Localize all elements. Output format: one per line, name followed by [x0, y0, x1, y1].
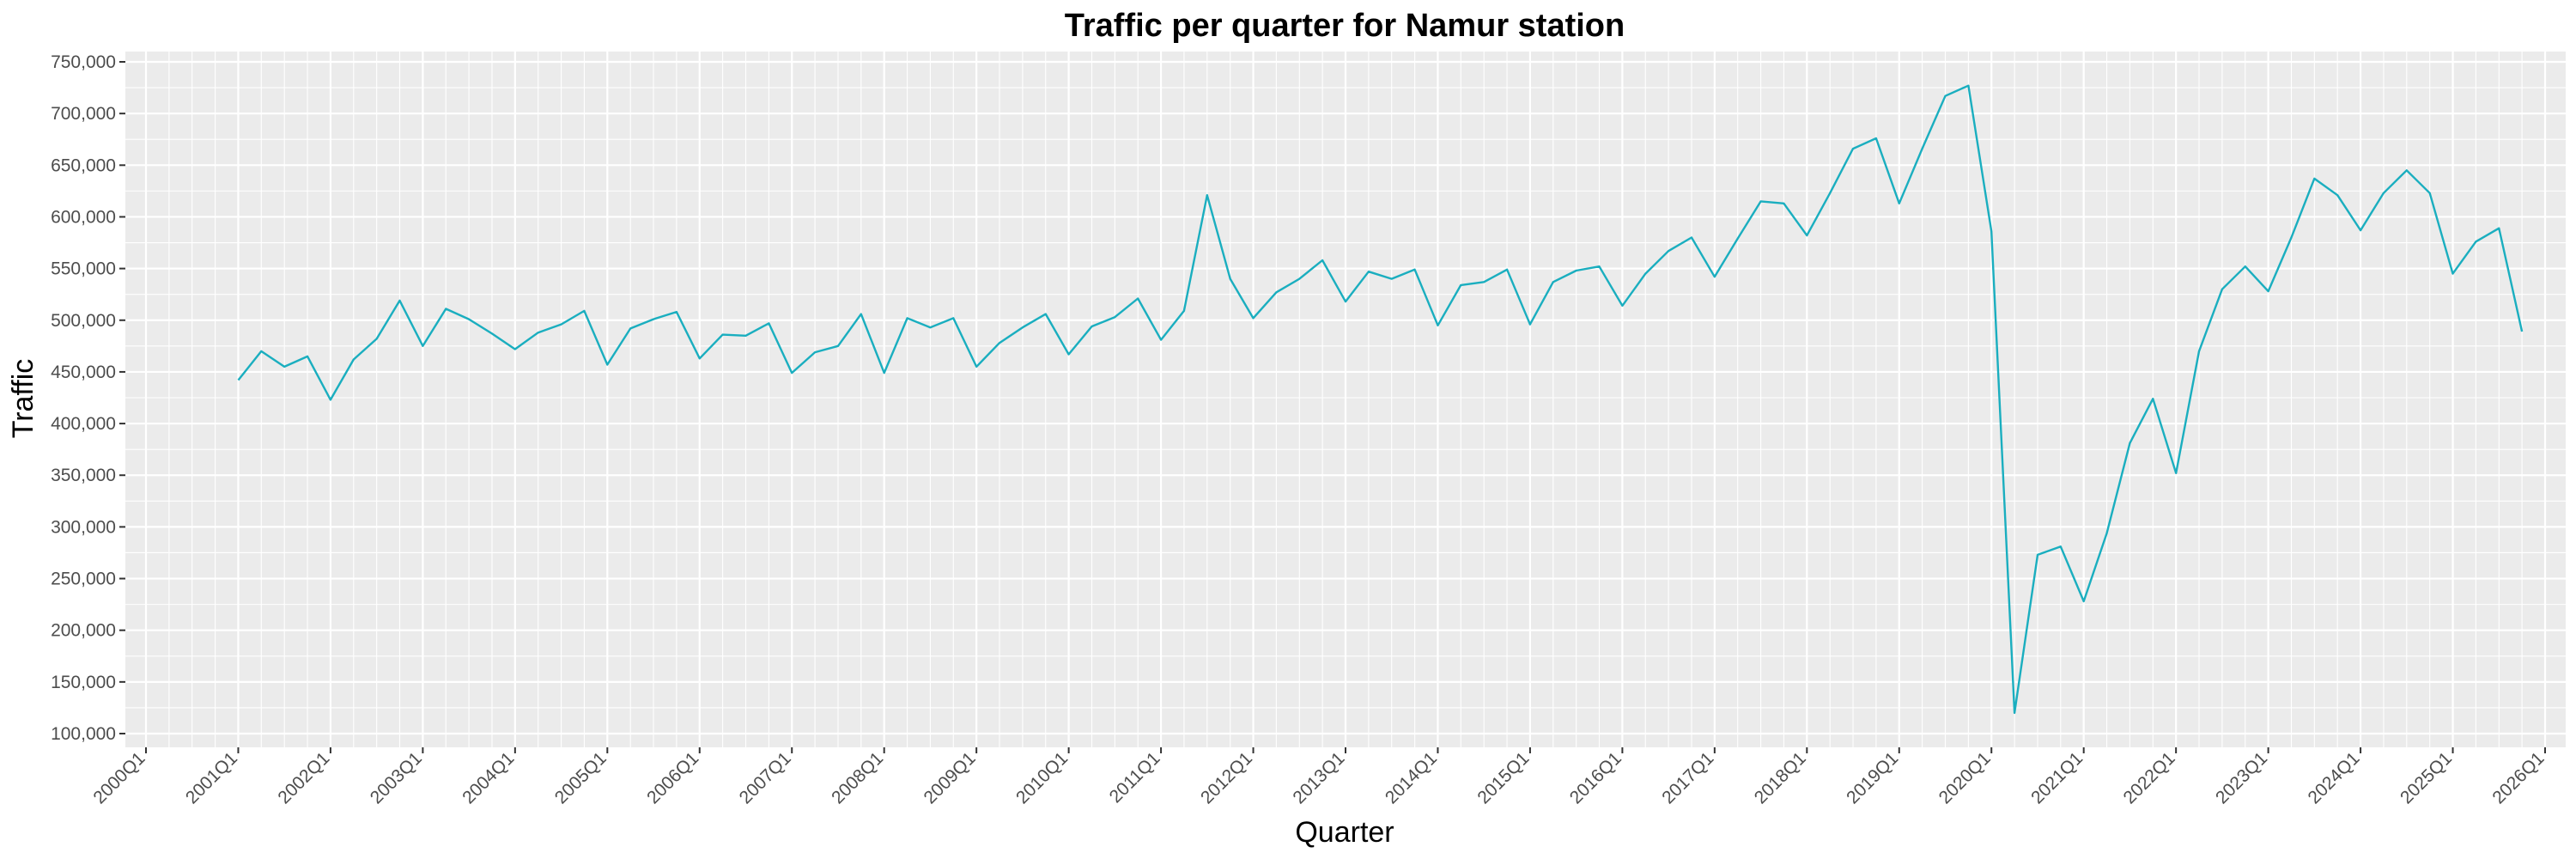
- x-tick-label: 2025Q1: [2397, 748, 2456, 807]
- y-tick-label: 650,000: [51, 155, 116, 175]
- y-tick-label: 200,000: [51, 621, 116, 641]
- y-tick-label: 500,000: [51, 311, 116, 331]
- y-tick-label: 750,000: [51, 52, 116, 72]
- y-tick-label: 250,000: [51, 570, 116, 589]
- y-tick-label: 100,000: [51, 724, 116, 744]
- x-tick-label: 2005Q1: [551, 748, 611, 807]
- x-tick-label: 2009Q1: [920, 748, 980, 807]
- y-axis-title: Traffic: [7, 359, 39, 439]
- x-tick-label: 2021Q1: [2027, 748, 2087, 807]
- x-tick-label: 2026Q1: [2488, 748, 2548, 807]
- x-tick-label: 2016Q1: [1566, 748, 1625, 807]
- x-tick-label: 2001Q1: [182, 748, 241, 807]
- major-gridlines: [125, 52, 2566, 747]
- x-tick-label: 2022Q1: [2120, 748, 2179, 807]
- x-tick-label: 2006Q1: [643, 748, 702, 807]
- x-axis: 2000Q1 2001Q1 2002Q1 2003Q1 2004Q1 2005Q1 2006…: [89, 747, 2549, 807]
- x-tick-label: 2018Q1: [1751, 748, 1810, 807]
- y-tick-label: 700,000: [51, 104, 116, 124]
- x-tick-label: 2008Q1: [828, 748, 887, 807]
- x-tick-label: 2007Q1: [736, 748, 795, 807]
- y-tick-label: 600,000: [51, 207, 116, 227]
- x-tick-label: 2003Q1: [367, 748, 426, 807]
- x-tick-label: 2002Q1: [274, 748, 333, 807]
- x-tick-label: 2013Q1: [1289, 748, 1348, 807]
- x-tick-label: 2004Q1: [459, 748, 518, 807]
- x-tick-label: 2015Q1: [1473, 748, 1533, 807]
- y-tick-label: 400,000: [51, 414, 116, 434]
- x-tick-label: 2012Q1: [1197, 748, 1256, 807]
- y-tick-label: 300,000: [51, 517, 116, 537]
- x-tick-label: 2019Q1: [1843, 748, 1902, 807]
- x-tick-label: 2014Q1: [1382, 748, 1441, 807]
- y-tick-label: 350,000: [51, 466, 116, 485]
- x-tick-label: 2011Q1: [1106, 748, 1164, 807]
- series-line: [237, 84, 2524, 715]
- y-tick-label: 550,000: [51, 259, 116, 279]
- x-tick-label: 2010Q1: [1012, 748, 1072, 807]
- x-tick-label: 2020Q1: [1935, 748, 1995, 807]
- x-tick-label: 2000Q1: [89, 748, 149, 807]
- y-tick-label: 450,000: [51, 362, 116, 382]
- x-tick-label: 2023Q1: [2212, 748, 2271, 807]
- chart-title: Traffic per quarter for Namur station: [1065, 8, 1625, 44]
- x-tick-label: 2024Q1: [2305, 748, 2364, 807]
- x-axis-title: Quarter: [1295, 816, 1394, 849]
- y-tick-label: 150,000: [51, 673, 116, 692]
- y-axis: 100,000 150,000 200,000 250,000 300,000 350,0…: [51, 52, 125, 744]
- x-tick-label: 2017Q1: [1658, 748, 1717, 807]
